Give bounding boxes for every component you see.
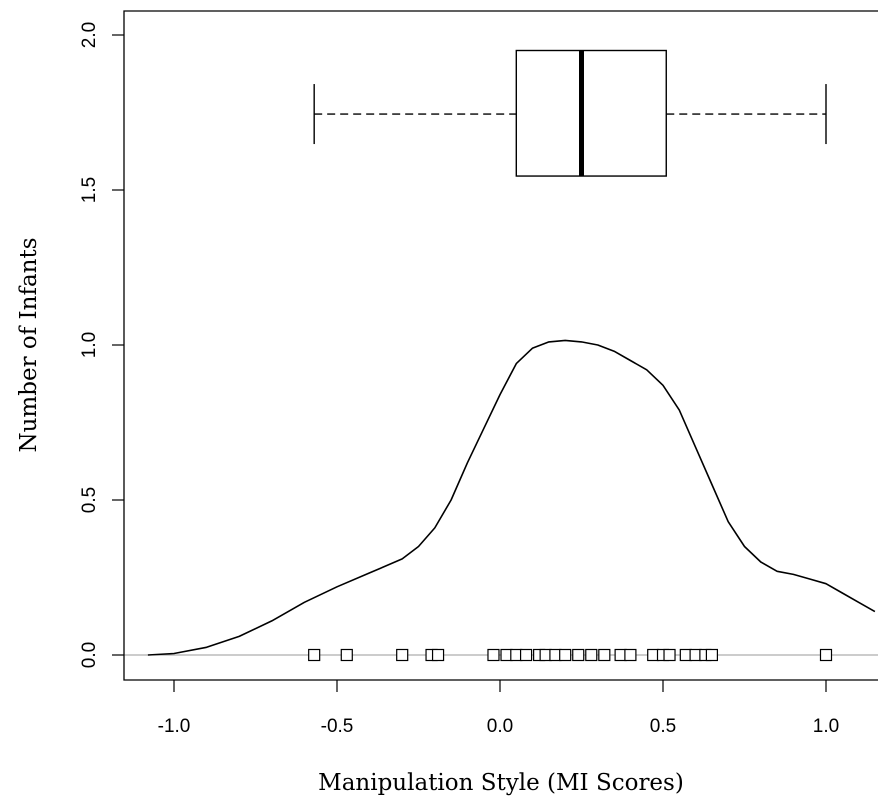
- density-curve: [147, 339, 876, 656]
- boxplot-box: [515, 49, 667, 177]
- y-tick-label: 2.0: [79, 22, 100, 48]
- rug-point-marker: [396, 648, 409, 662]
- x-axis: -1.0 -0.5 0.0 0.5 1.0: [158, 680, 839, 737]
- rug-point-marker: [663, 648, 676, 662]
- x-tick-label: -0.5: [321, 716, 354, 737]
- y-axis-label: Number of Infants: [16, 237, 42, 452]
- rug-point-marker: [598, 648, 611, 662]
- x-tick-label: 0.0: [487, 716, 513, 737]
- y-tick-label: 0.0: [79, 642, 100, 668]
- rug-point-marker: [559, 648, 572, 662]
- rug-point-marker: [487, 648, 500, 662]
- x-tick-label: 1.0: [813, 716, 839, 737]
- rug-point-marker: [819, 648, 833, 662]
- rug-point-marker: [705, 648, 719, 662]
- plot-area: [124, 49, 878, 662]
- y-tick-label: 1.0: [79, 332, 100, 358]
- y-tick-label: 1.5: [79, 177, 100, 203]
- rug-point-marker: [624, 648, 637, 662]
- x-axis-label: Manipulation Style (MI Scores): [318, 770, 684, 796]
- x-tick-label: 0.5: [650, 716, 676, 737]
- rug-point-marker: [585, 648, 598, 662]
- x-tick-label: -1.0: [158, 716, 191, 737]
- rug-point-marker: [308, 648, 321, 662]
- rug-point-marker: [519, 648, 533, 662]
- y-axis: 0.0 0.5 1.0 1.5 2.0: [79, 22, 124, 668]
- rug-point-marker: [572, 648, 585, 662]
- rug-point-marker: [431, 648, 445, 662]
- rug-point-marker: [340, 648, 353, 662]
- y-tick-label: 0.5: [79, 487, 100, 513]
